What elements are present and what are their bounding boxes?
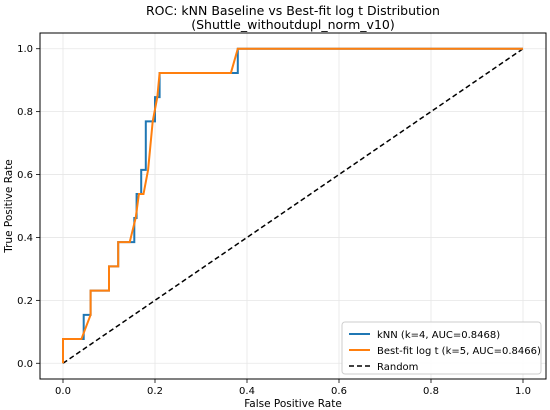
x-tick-label: 1.0 — [515, 386, 531, 397]
series-group — [62, 47, 524, 364]
chart-subtitle: (Shuttle_withoutdupl_norm_v10) — [191, 17, 394, 32]
y-tick-label: 0.2 — [17, 296, 33, 307]
x-tick-label: 0.6 — [331, 386, 347, 397]
legend-box — [341, 321, 542, 375]
x-tick-label: 0.8 — [423, 386, 439, 397]
x-tick-label: 0.4 — [239, 386, 255, 397]
x-tick-label: 0.2 — [147, 386, 163, 397]
legend-label-knn: kNN (k=4, AUC=0.8468) — [377, 330, 500, 341]
chart-title: ROC: kNN Baseline vs Best-fit log t Dist… — [146, 3, 440, 18]
legend-label-logt: Best-fit log t (k=5, AUC=0.8466) — [377, 346, 541, 357]
axis-ticks: 0.0 0.2 0.4 0.6 0.8 1.0 0.0 0.2 0.4 0.6 0.8 1.0 — [17, 44, 531, 397]
legend: kNN (k=4, AUC=0.8468) Best-fit log t (k=… — [341, 321, 542, 375]
y-tick-label: 0.0 — [17, 359, 33, 370]
y-tick-label: 0.4 — [17, 233, 33, 244]
series-line-logt — [62, 47, 523, 364]
x-axis-label: False Positive Rate — [244, 398, 342, 410]
legend-label-random: Random — [377, 362, 418, 373]
x-tick-label: 0.0 — [55, 386, 71, 397]
grid — [40, 33, 546, 379]
y-tick-label: 0.6 — [17, 170, 33, 181]
series-line-random — [62, 48, 524, 364]
y-tick-label: 0.8 — [17, 107, 33, 118]
plot-frame — [39, 32, 547, 380]
y-axis-label: True Positive Rate — [3, 159, 15, 254]
y-tick-label: 1.0 — [17, 44, 33, 55]
